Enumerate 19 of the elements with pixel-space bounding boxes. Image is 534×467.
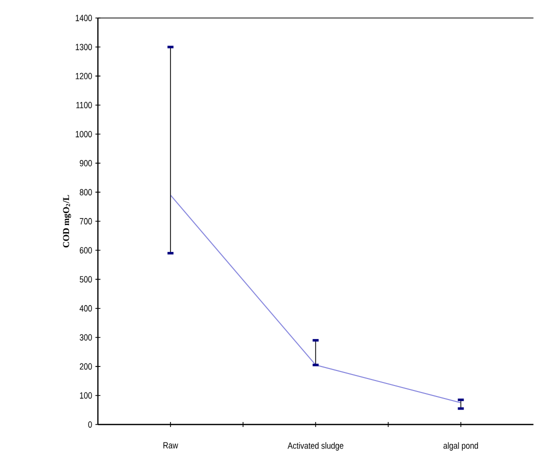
y-tick-label: 800: [80, 188, 92, 196]
y-tick-label: 1200: [76, 72, 92, 80]
x-tick-label: Raw: [163, 442, 178, 448]
x-tick-label: algal pond: [444, 442, 478, 450]
y-tick-label: 600: [80, 246, 92, 254]
y-tick-label: 900: [80, 160, 92, 166]
y-axis-title: COD mgO$_{2}$/L: [63, 194, 72, 248]
y-tick-label: 300: [80, 334, 92, 340]
y-tick-label: 200: [80, 363, 92, 370]
y-tick-label: 400: [80, 304, 92, 312]
y-tick-label: 700: [80, 218, 92, 224]
y-tick-label: 1400: [76, 14, 92, 21]
x-tick-label: Activated sludge: [288, 442, 344, 450]
y-tick-label: 1100: [76, 102, 92, 108]
y-tick-label: 500: [80, 276, 92, 282]
y-tick-label: 1300: [76, 44, 92, 50]
y-tick-label: 0: [88, 421, 92, 428]
y-tick-label: 100: [80, 392, 92, 398]
y-tick-label: 1000: [76, 130, 92, 138]
